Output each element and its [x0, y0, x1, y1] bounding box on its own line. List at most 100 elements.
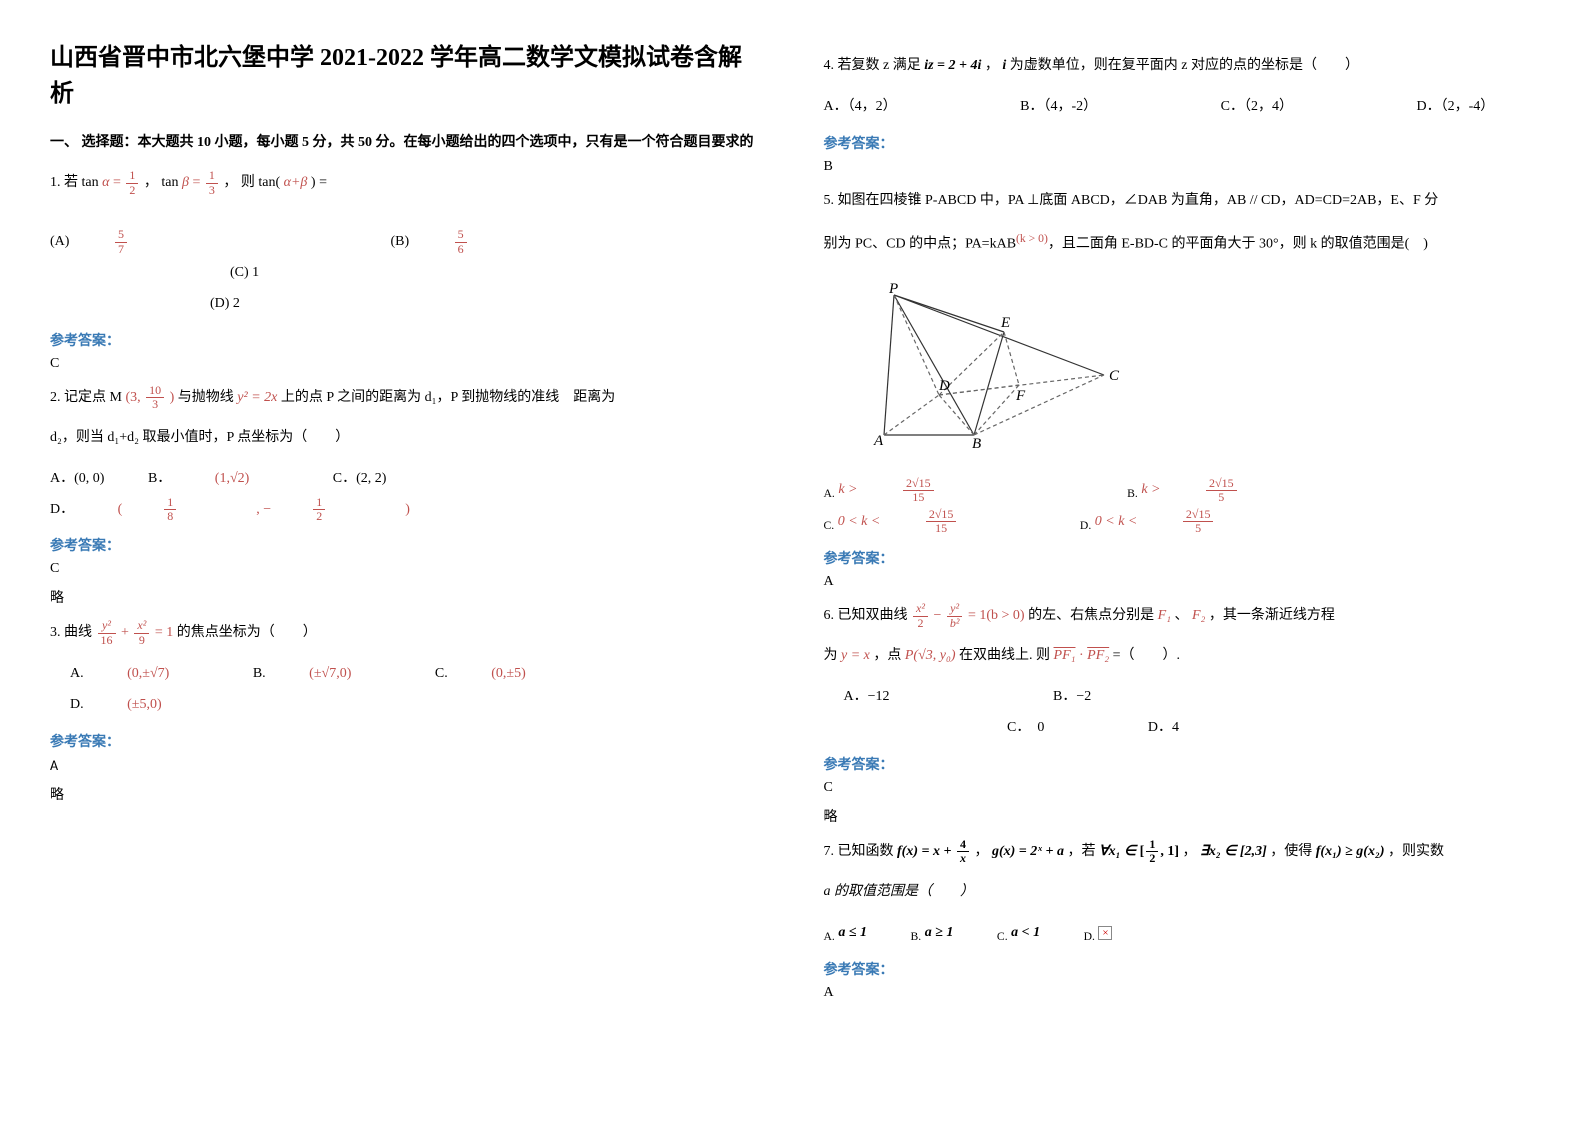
q1-opt-d: (D) 2	[210, 289, 240, 320]
q1-frac-1: 12	[126, 169, 138, 196]
q4-opt-c: C．（2，4）	[1221, 92, 1293, 123]
q7-options: A. a ≤ 1 B. a ≥ 1 C. a < 1 D. ×	[824, 918, 1538, 949]
q2-opt-c: C．(2, 2)	[333, 464, 387, 495]
q1-stem-b: ， tan	[144, 175, 179, 190]
q7-stem-f: ，则实数	[1388, 844, 1444, 859]
q5-opt-b: B. k > 2√155	[1127, 475, 1316, 506]
q1-beta: β	[182, 175, 189, 190]
q3-eq: = 1	[155, 625, 173, 640]
q3-brief: 略	[50, 784, 764, 804]
q1-ans-label: 参考答案：	[50, 330, 764, 350]
q7-exists: ∃x₂ ∈ [2,3]	[1200, 844, 1267, 859]
q3-stem-b: 的焦点坐标为（ ）	[177, 625, 317, 640]
q7-stem-c: ，若	[1068, 844, 1096, 859]
q7-ans-label: 参考答案：	[824, 959, 1538, 979]
q5-line2: 别为 PC、CD 的中点；PA=kAB(k > 0)，且二面角 E-BD-C 的…	[824, 227, 1538, 259]
q2-curve: y² = 2x	[237, 390, 277, 405]
q1-options: (A) 57 (B) 56 (C) 1 (D) 2	[50, 227, 764, 319]
q3-opt-a: A. (0,±√7)	[70, 659, 209, 690]
q6-sep: 、	[1175, 608, 1189, 623]
q1-eq-1: =	[113, 175, 121, 190]
q2-ans-label: 参考答案：	[50, 535, 764, 555]
q7-line2: a 的取值范围是（ ）	[824, 878, 1538, 906]
q2-opt-a: A．(0, 0)	[50, 464, 104, 495]
q3-opt-c: C. (0,±5)	[435, 659, 566, 690]
q1-frac-2: 13	[206, 169, 218, 196]
label-P: P	[888, 281, 898, 297]
q6-opt-b: B．−2	[1053, 682, 1091, 713]
q5-line1: 5. 如图在四棱锥 P-ABCD 中，PA ⊥底面 ABCD，∠DAB 为直角，…	[824, 187, 1538, 215]
q3-plus: +	[121, 625, 132, 640]
label-A: A	[873, 433, 884, 449]
q6-stem-c: ，其一条渐近线方程	[1209, 608, 1335, 623]
q7-gx: g(x) = 2ˣ + a	[992, 844, 1064, 859]
q1-opt-c: (C) 1	[230, 258, 259, 289]
right-column: 4. 若复数 z 满足 iz = 2 + 4i ， i 为虚数单位，则在复平面内…	[794, 0, 1587, 1122]
q4-stem-b: ，	[985, 58, 999, 73]
q6-minus: −	[933, 608, 944, 623]
section-1-head: 一、 选择题：本大题共 10 小题，每小题 5 分，共 50 分。在每小题给出的…	[50, 132, 764, 154]
q2-stem-b: 与抛物线	[178, 390, 238, 405]
q1-stem-d: ) =	[311, 175, 327, 190]
q6-ans: C	[824, 780, 1538, 796]
q3: 3. 曲线 y²16 + x²9 = 1 的焦点坐标为（ ）	[50, 619, 764, 647]
q7-stem-b: ，	[974, 844, 988, 859]
q6-stem-b: 的左、右焦点分别是	[1028, 608, 1154, 623]
label-E: E	[1000, 315, 1010, 331]
q2-ans: C	[50, 561, 764, 577]
q2-opt-b: B． (1,√2)	[148, 464, 289, 495]
q7-stem-d: ，	[1183, 844, 1197, 859]
q2-options: A．(0, 0) B． (1,√2) C．(2, 2) D． (18, −12)	[50, 464, 764, 526]
q3-ans: A	[50, 757, 764, 774]
q4-ans-label: 参考答案：	[824, 133, 1538, 153]
q7-fx-a: f(x) = x +	[897, 844, 955, 859]
q5-options: A. k > 2√1515 B. k > 2√155 C. 0 < k < 2√…	[824, 475, 1538, 538]
q7-forall: ∀x₁ ∈	[1099, 844, 1136, 859]
left-column: 山西省晋中市北六堡中学 2021-2022 学年高二数学文模拟试卷含解析 一、 …	[0, 0, 794, 1122]
q3-frac-2: x²9	[134, 619, 149, 646]
q7-interval-frac: 12	[1146, 838, 1158, 865]
q7-opt-d: D. ×	[1084, 918, 1153, 949]
q6-opt-a: A．−12	[844, 682, 890, 713]
q4: 4. 若复数 z 满足 iz = 2 + 4i ， i 为虚数单位，则在复平面内…	[824, 52, 1538, 80]
q2-frac: 103	[146, 384, 164, 411]
q5-opt-a: A. k > 2√1515	[824, 475, 1014, 506]
q1-ab: α+β	[284, 175, 308, 190]
q1: 1. 若 tan α = 12 ， tan β = 13 ， 则 tan( α+…	[50, 169, 764, 197]
q1-stem-a: 1. 若 tan	[50, 175, 99, 190]
label-C: C	[1109, 368, 1120, 384]
q3-frac-1: y²16	[98, 619, 116, 646]
q1-alpha: α	[102, 175, 109, 190]
q7-ineq: f(x₁) ≥ g(x₂)	[1316, 844, 1385, 859]
q4-options: A．（4，2） B．（4，-2） C．（2，4） D．（2，-4）	[824, 92, 1538, 123]
q6-frac-1: x²2	[913, 602, 928, 629]
q2-stem-c: 上的点 P 之间的距离为 d₁，P 到抛物线的准线 距离为	[281, 390, 615, 405]
q4-i: i	[1002, 58, 1006, 73]
q3-options: A. (0,±√7) B. (±√7,0) C. (0,±5) D. (±5,0…	[70, 659, 764, 721]
q5-opt-d: D. 0 < k < 2√155	[1080, 507, 1294, 538]
pyramid-diagram: P A B C D E F	[844, 280, 1134, 450]
q6-ans-label: 参考答案：	[824, 754, 1538, 774]
q2-stem-a: 2. 记定点 M	[50, 390, 125, 405]
label-B: B	[972, 436, 981, 450]
q6-F1: F₁	[1158, 608, 1171, 623]
q4-opt-a: A．（4，2）	[824, 92, 897, 123]
q6-brief: 略	[824, 806, 1538, 826]
q4-stem-c: 为虚数单位，则在复平面内 z 对应的点的坐标是（ ）	[1010, 58, 1359, 73]
q7: 7. 已知函数 f(x) = x + 4x ， g(x) = 2ˣ + a ，若…	[824, 838, 1538, 866]
q2: 2. 记定点 M (3, 103 ) 与抛物线 y² = 2x 上的点 P 之间…	[50, 384, 764, 412]
q6-line2: 为 y = x ，点 P(√3, y₀) 在双曲线上. 则 PF₁ · PF₂ …	[824, 642, 1538, 670]
q1-opt-b: (B) 56	[390, 227, 546, 258]
close-icon: ×	[1098, 926, 1112, 940]
q3-ans-label: 参考答案：	[50, 731, 764, 751]
q7-opt-b: B. a ≥ 1	[911, 918, 954, 949]
q4-stem-a: 4. 若复数 z 满足	[824, 58, 921, 73]
q6-options: A．−12 B．−2 C． 0 D．4	[824, 682, 1538, 744]
q1-ans: C	[50, 356, 764, 372]
q7-stem-a: 7. 已知函数	[824, 844, 894, 859]
q2-opt-d: D． (18, −12)	[50, 495, 450, 526]
label-D: D	[938, 378, 950, 394]
q1-eq-2: =	[192, 175, 200, 190]
title: 山西省晋中市北六堡中学 2021-2022 学年高二数学文模拟试卷含解析	[50, 40, 764, 112]
q4-opt-b: B．（4，-2）	[1020, 92, 1097, 123]
